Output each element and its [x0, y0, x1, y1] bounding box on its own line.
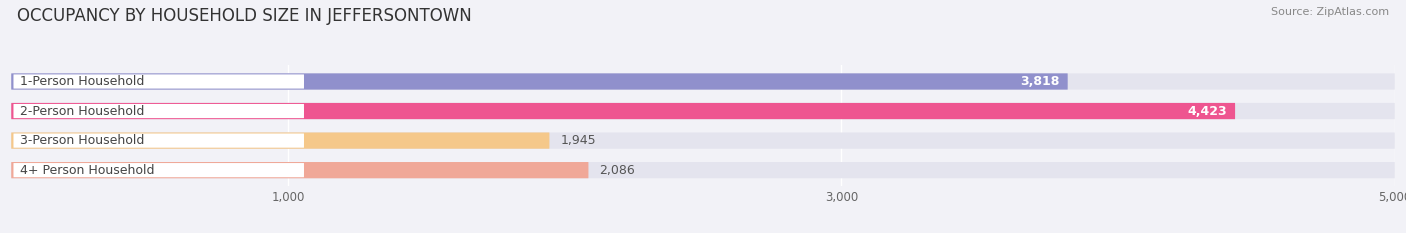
FancyBboxPatch shape — [11, 73, 1067, 90]
Text: OCCUPANCY BY HOUSEHOLD SIZE IN JEFFERSONTOWN: OCCUPANCY BY HOUSEHOLD SIZE IN JEFFERSON… — [17, 7, 471, 25]
Text: 1-Person Household: 1-Person Household — [20, 75, 145, 88]
FancyBboxPatch shape — [14, 74, 304, 89]
Text: 4,423: 4,423 — [1187, 105, 1227, 117]
Text: 4+ Person Household: 4+ Person Household — [20, 164, 155, 177]
FancyBboxPatch shape — [11, 133, 1395, 149]
FancyBboxPatch shape — [11, 133, 550, 149]
FancyBboxPatch shape — [11, 73, 1395, 90]
Text: 3,818: 3,818 — [1019, 75, 1059, 88]
Text: 3-Person Household: 3-Person Household — [20, 134, 145, 147]
FancyBboxPatch shape — [14, 104, 304, 118]
FancyBboxPatch shape — [14, 163, 304, 177]
Text: 1,945: 1,945 — [561, 134, 596, 147]
FancyBboxPatch shape — [11, 103, 1234, 119]
Text: 2-Person Household: 2-Person Household — [20, 105, 145, 117]
FancyBboxPatch shape — [14, 134, 304, 148]
FancyBboxPatch shape — [11, 162, 1395, 178]
FancyBboxPatch shape — [11, 103, 1395, 119]
Text: 2,086: 2,086 — [599, 164, 636, 177]
Text: Source: ZipAtlas.com: Source: ZipAtlas.com — [1271, 7, 1389, 17]
FancyBboxPatch shape — [11, 162, 589, 178]
